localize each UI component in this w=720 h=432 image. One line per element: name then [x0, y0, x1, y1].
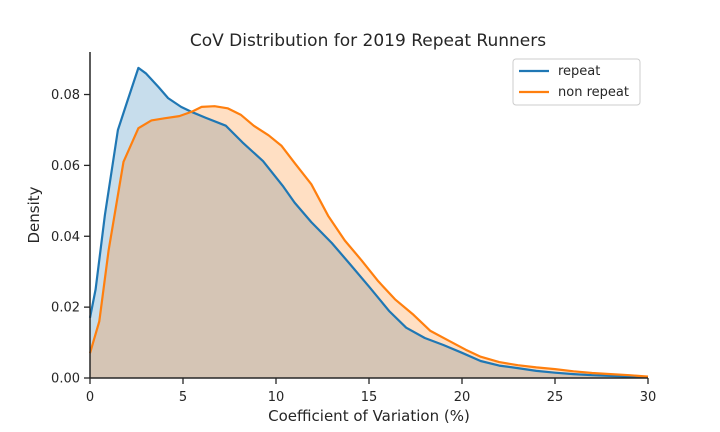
x-tick-label: 25 — [547, 390, 564, 405]
area-repeat — [90, 67, 648, 379]
y-axis-title: Density — [25, 186, 43, 243]
y-tick-label: 0.04 — [51, 230, 80, 245]
area-non-repeat — [90, 106, 648, 378]
x-tick-label: 5 — [179, 390, 187, 405]
y-tick-label: 0.02 — [51, 301, 80, 316]
y-ticks: 0.00 0.02 0.04 0.06 0.08 — [51, 88, 90, 387]
chart-title: CoV Distribution for 2019 Repeat Runners — [190, 31, 546, 51]
x-tick-label: 30 — [640, 390, 657, 405]
density-areas — [90, 67, 648, 379]
y-tick-label: 0.00 — [51, 372, 80, 387]
legend: repeat non repeat — [512, 58, 641, 106]
x-tick-label: 20 — [454, 390, 471, 405]
x-axis-title: Coefficient of Variation (%) — [268, 407, 470, 425]
legend-label-non-repeat: non repeat — [558, 85, 629, 100]
x-tick-label: 15 — [361, 390, 378, 405]
y-tick-label: 0.06 — [51, 159, 80, 174]
x-tick-label: 10 — [268, 390, 285, 405]
x-tick-label: 0 — [86, 390, 94, 405]
x-ticks: 0 5 10 15 20 25 30 — [86, 378, 656, 405]
y-tick-label: 0.08 — [51, 88, 80, 103]
legend-label-repeat: repeat — [558, 64, 600, 79]
series-line-non-repeat — [88, 105, 649, 378]
series-line-repeat — [88, 66, 649, 378]
density-lines — [88, 66, 649, 378]
